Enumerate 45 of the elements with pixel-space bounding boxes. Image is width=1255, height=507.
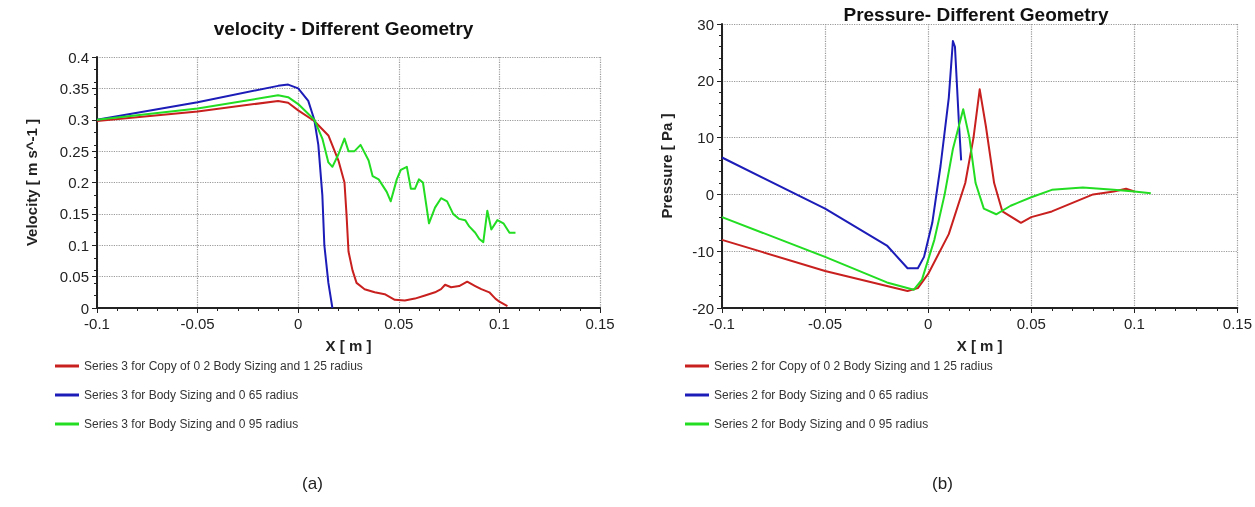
x-tick-label: 0.1 xyxy=(488,315,510,332)
y-tick-label: 30 xyxy=(697,15,714,33)
legend-label: Series 2 for Copy of 0 2 Body Sizing and 1 25 radius xyxy=(714,359,993,373)
line-series xyxy=(96,83,334,309)
x-tick-label: 0.15 xyxy=(1222,315,1252,332)
y-tick-label: 20 xyxy=(697,72,714,90)
text: (b) xyxy=(932,474,953,493)
x-tick-label: -0.05 xyxy=(807,315,843,332)
y-axis-title: Velocity [ m s^-1 ] xyxy=(23,118,40,247)
x-tick-label: 0 xyxy=(294,315,303,332)
legend-label: Series 3 for Body Sizing and 0 65 radius xyxy=(84,388,299,402)
x-tick-label: 0.05 xyxy=(384,315,414,332)
x-tick-label: -0.1 xyxy=(84,315,110,332)
line-series xyxy=(721,40,963,270)
x-tick-label: 0.05 xyxy=(1016,315,1046,332)
y-tick-label: 0.25 xyxy=(59,142,89,160)
x-tick-label: 0.15 xyxy=(585,315,615,332)
line-series xyxy=(96,94,517,244)
chart-title: velocity - Different Geometry xyxy=(213,18,474,39)
legend-label: Series 2 for Body Sizing and 0 65 radius xyxy=(714,388,929,402)
legend-label: Series 2 for Body Sizing and 0 95 radius xyxy=(714,417,929,431)
y-tick-label: -10 xyxy=(692,242,714,260)
y-tick-label: 0.3 xyxy=(68,111,89,129)
line-series xyxy=(96,99,509,308)
x-tick-label: -0.1 xyxy=(709,315,735,332)
x-axis-title: X [ m ] xyxy=(325,337,372,354)
legend-label: Series 3 for Copy of 0 2 Body Sizing and 1 25 radius xyxy=(84,359,363,373)
y-tick-label: 0 xyxy=(80,299,89,317)
y-tick-label: 0.35 xyxy=(59,79,89,97)
x-axis-title: X [ m ] xyxy=(956,337,1003,354)
y-tick-label: 0.4 xyxy=(68,48,89,66)
x-tick-label: -0.05 xyxy=(180,315,215,332)
y-axis-title: Pressure [ Pa ] xyxy=(658,113,675,219)
y-tick-label: 0.15 xyxy=(59,205,89,223)
y-tick-label: 0.05 xyxy=(59,268,89,286)
y-tick-label: 0.2 xyxy=(68,174,89,191)
y-tick-label: 0 xyxy=(705,185,714,203)
legend-label: Series 3 for Body Sizing and 0 95 radius xyxy=(84,417,299,431)
y-tick-label: -20 xyxy=(692,299,714,317)
text: (a) xyxy=(302,474,323,493)
x-tick-label: 0.1 xyxy=(1123,315,1145,332)
chart-title: Pressure- Different Geometry xyxy=(843,4,1109,25)
y-tick-label: 0.1 xyxy=(68,236,89,254)
x-tick-label: 0 xyxy=(923,315,933,332)
y-tick-label: 10 xyxy=(697,129,714,147)
